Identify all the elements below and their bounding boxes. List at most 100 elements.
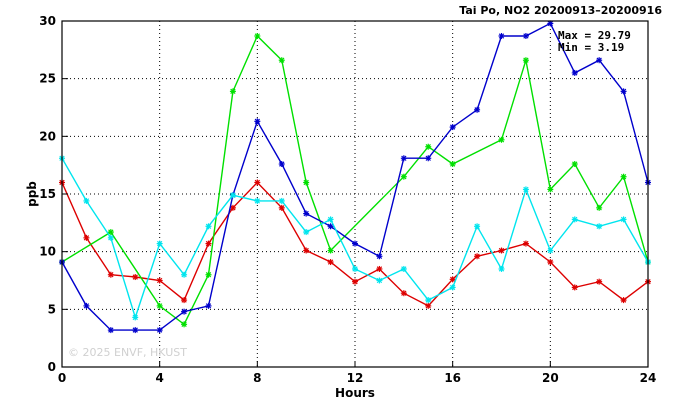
data-point [278, 204, 285, 211]
data-point [449, 284, 456, 291]
series-2 [59, 32, 651, 328]
watermark: © 2025 ENVF, HKUST [68, 346, 187, 359]
data-point [400, 155, 407, 162]
data-point [132, 314, 139, 321]
y-tick-label: 5 [48, 302, 56, 316]
tick-layer: 0 4 8 12 16 20 24 0 5 10 15 20 25 30 [39, 14, 656, 385]
max-label: Max = 29.79 [558, 29, 631, 42]
data-point [107, 229, 114, 236]
data-point [571, 284, 578, 291]
data-point [278, 161, 285, 168]
data-point [571, 161, 578, 168]
data-point [303, 229, 310, 236]
data-point [425, 155, 432, 162]
data-point [352, 265, 358, 272]
data-point [278, 57, 285, 64]
data-point [425, 297, 432, 304]
chart-title: Tai Po, NO2 20200913–20200916 [459, 4, 662, 17]
data-point [254, 118, 261, 125]
min-label: Min = 3.19 [558, 41, 624, 54]
data-point [596, 57, 603, 64]
data-point [474, 106, 481, 113]
data-point [498, 32, 505, 39]
data-point [132, 327, 139, 334]
data-point [547, 259, 554, 266]
series-layer [59, 20, 651, 334]
x-tick-label: 24 [640, 371, 657, 385]
data-point [547, 186, 554, 193]
x-tick-label: 0 [58, 371, 66, 385]
x-tick-label: 20 [542, 371, 559, 385]
data-point [156, 302, 163, 309]
data-point [522, 240, 529, 247]
data-point [254, 32, 261, 39]
data-point [181, 308, 188, 315]
y-tick-label: 0 [48, 360, 56, 374]
data-point [449, 124, 456, 131]
data-point [303, 247, 310, 254]
data-point [181, 321, 188, 328]
data-point [620, 297, 627, 304]
data-point [474, 223, 481, 230]
y-axis-label: ppb [25, 181, 39, 207]
data-point [376, 277, 383, 284]
data-point [229, 88, 236, 95]
data-point [327, 247, 334, 254]
data-point [229, 204, 236, 211]
data-point [596, 278, 603, 285]
x-tick-label: 12 [347, 371, 364, 385]
data-point [425, 302, 432, 309]
data-point [107, 234, 114, 241]
data-point [596, 204, 603, 211]
series-line [61, 34, 649, 326]
y-tick-label: 30 [39, 14, 56, 28]
data-point [327, 216, 334, 223]
data-point [83, 234, 90, 241]
data-point [181, 297, 188, 304]
data-point [449, 161, 456, 168]
data-point [620, 88, 627, 95]
data-point [205, 240, 212, 247]
series-3 [59, 20, 651, 334]
data-point [352, 278, 358, 285]
data-point [156, 240, 163, 247]
data-point [474, 253, 481, 260]
y-tick-label: 10 [39, 245, 56, 259]
data-point [522, 57, 529, 64]
data-point [205, 223, 212, 230]
y-tick-label: 20 [39, 129, 56, 143]
data-point [522, 186, 529, 193]
data-point [303, 210, 310, 217]
data-point [352, 240, 358, 247]
grid-layer [62, 21, 648, 367]
x-axis-label: Hours [335, 386, 375, 400]
data-point [620, 216, 627, 223]
data-point [156, 327, 163, 334]
data-point [254, 179, 261, 186]
data-point [132, 274, 139, 281]
series-4 [59, 155, 651, 321]
data-point [376, 253, 383, 260]
data-point [425, 143, 432, 150]
data-point [571, 216, 578, 223]
x-tick-label: 8 [253, 371, 261, 385]
y-tick-label: 15 [39, 187, 56, 201]
data-point [498, 247, 505, 254]
data-point [205, 302, 212, 309]
x-tick-label: 16 [444, 371, 461, 385]
data-point [498, 136, 505, 143]
data-point [107, 327, 114, 334]
data-point [254, 197, 261, 204]
data-point [498, 265, 505, 272]
x-tick-label: 4 [155, 371, 163, 385]
data-point [400, 173, 407, 180]
data-point [181, 271, 188, 278]
data-point [376, 265, 383, 272]
data-point [620, 173, 627, 180]
data-point [83, 302, 90, 309]
data-point [205, 271, 212, 278]
y-tick-label: 25 [39, 72, 56, 86]
data-point [303, 179, 310, 186]
data-point [107, 271, 114, 278]
